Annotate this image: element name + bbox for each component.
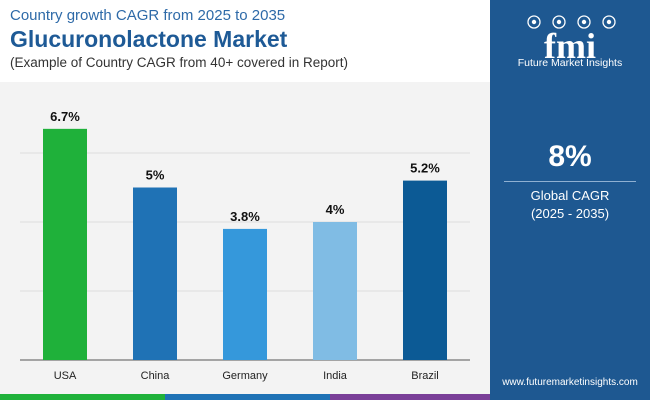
- x-tick-label-india: India: [323, 370, 348, 382]
- bar-usa: [43, 128, 87, 360]
- bar-china: [133, 187, 177, 360]
- chart-title: Glucuronolactone Market: [10, 26, 288, 52]
- global-cagr-value: 8%: [548, 140, 592, 173]
- footer-segment-purple: [330, 394, 490, 400]
- data-label-india: 4%: [326, 202, 345, 217]
- bar-brazil: [403, 180, 447, 360]
- bar-germany: [223, 228, 267, 360]
- chart-header: Country growth CAGR from 2025 to 2035 Gl…: [0, 0, 490, 82]
- bar-india: [313, 222, 357, 360]
- data-label-usa: 6.7%: [50, 109, 80, 124]
- global-cagr-label: Global CAGR: [530, 188, 610, 203]
- chart-panel: 6.7% USA 5% China 3.8% Germany 4% India 5.2% Braz…: [0, 82, 490, 394]
- data-label-germany: 3.8%: [230, 209, 260, 224]
- x-tick-label-germany: Germany: [222, 370, 268, 382]
- data-label-china: 5%: [146, 168, 165, 183]
- global-cagr-period: (2025 - 2035): [530, 206, 610, 221]
- x-tick-label-usa: USA: [54, 370, 77, 382]
- x-tick-label-brazil: Brazil: [411, 370, 439, 382]
- sidebar-panel: fmi Future Market Insights 8% Global CAG…: [490, 0, 650, 400]
- kpi-divider: [504, 181, 636, 182]
- x-tick-label-china: China: [141, 370, 171, 382]
- website-link[interactable]: www.futuremarketinsights.com: [502, 377, 638, 388]
- chart-subtitle: Country growth CAGR from 2025 to 2035: [10, 7, 286, 24]
- chart-note: (Example of Country CAGR from 40+ covere…: [10, 55, 349, 70]
- footer-segment-green: [0, 394, 165, 400]
- data-label-brazil: 5.2%: [410, 161, 440, 176]
- footer-segment-blue: [165, 394, 330, 400]
- bar-chart: 6.7% USA 5% China 3.8% Germany 4% India 5.2% Braz…: [20, 109, 470, 382]
- brand-name: Future Market Insights: [517, 57, 623, 69]
- footer-color-bar: [0, 394, 490, 400]
- fmi-logo: fmi: [527, 15, 616, 66]
- logo-letters: fmi: [544, 26, 596, 66]
